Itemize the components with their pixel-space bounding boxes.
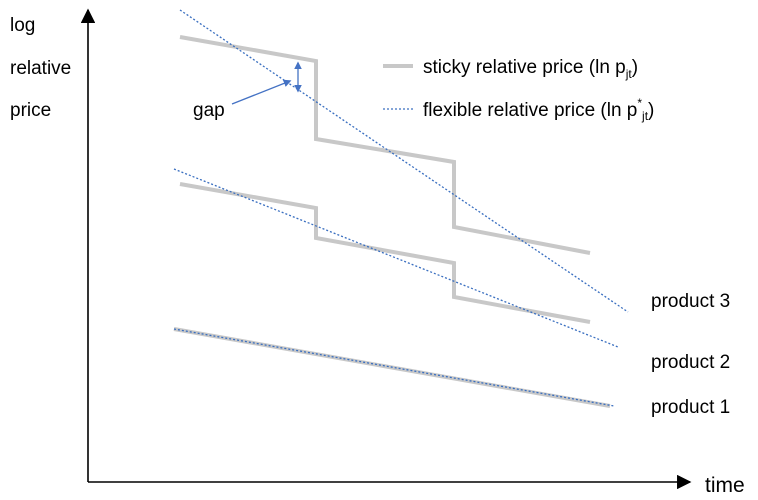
x-axis-label: time (705, 474, 745, 497)
product-1-label: product 1 (651, 397, 730, 418)
y-axis-label-line-1: log (10, 15, 35, 36)
legend-flexible-label: flexible relative price (ln p*jt) (423, 96, 654, 123)
product-2-label: product 2 (651, 352, 730, 373)
legend-sticky-label: sticky relative price (ln pjt) (423, 57, 638, 81)
product-3-flexible-price-line (179, 9, 629, 313)
product-1-flexible-price-line (173, 328, 615, 407)
y-axis-label-line-3: price (10, 100, 51, 121)
y-axis-label-line-2: relative (10, 58, 71, 79)
gap-label: gap (193, 100, 225, 121)
product-2-sticky-price-line (179, 182, 591, 324)
gap-pointer-arrow (231, 79, 292, 105)
product-3-sticky-price-line (179, 35, 591, 255)
product-3-label: product 3 (651, 291, 730, 312)
